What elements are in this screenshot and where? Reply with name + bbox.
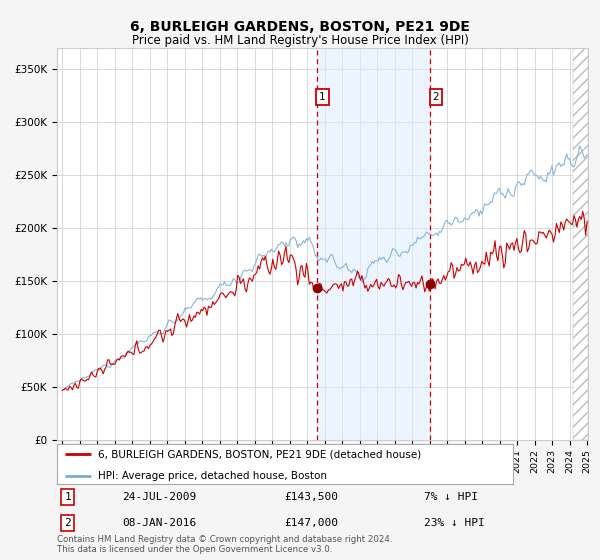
- Text: 6, BURLEIGH GARDENS, BOSTON, PE21 9DE: 6, BURLEIGH GARDENS, BOSTON, PE21 9DE: [130, 20, 470, 34]
- Text: 2: 2: [64, 518, 71, 528]
- Text: £143,500: £143,500: [284, 492, 338, 502]
- Bar: [317, 48, 430, 440]
- Text: HPI: Average price, detached house, Boston: HPI: Average price, detached house, Bost…: [98, 470, 327, 480]
- Text: 2: 2: [433, 92, 439, 101]
- Text: 24-JUL-2009: 24-JUL-2009: [122, 492, 196, 502]
- Text: £147,000: £147,000: [284, 518, 338, 528]
- Text: 23% ↓ HPI: 23% ↓ HPI: [424, 518, 485, 528]
- Text: Contains HM Land Registry data © Crown copyright and database right 2024.
This d: Contains HM Land Registry data © Crown c…: [57, 535, 392, 554]
- Text: 1: 1: [319, 92, 326, 101]
- Text: 7% ↓ HPI: 7% ↓ HPI: [424, 492, 478, 502]
- Text: 6, BURLEIGH GARDENS, BOSTON, PE21 9DE (detached house): 6, BURLEIGH GARDENS, BOSTON, PE21 9DE (d…: [98, 449, 421, 459]
- Text: 08-JAN-2016: 08-JAN-2016: [122, 518, 196, 528]
- Text: Price paid vs. HM Land Registry's House Price Index (HPI): Price paid vs. HM Land Registry's House …: [131, 34, 469, 46]
- Text: 1: 1: [64, 492, 71, 502]
- Bar: [573, 48, 588, 440]
